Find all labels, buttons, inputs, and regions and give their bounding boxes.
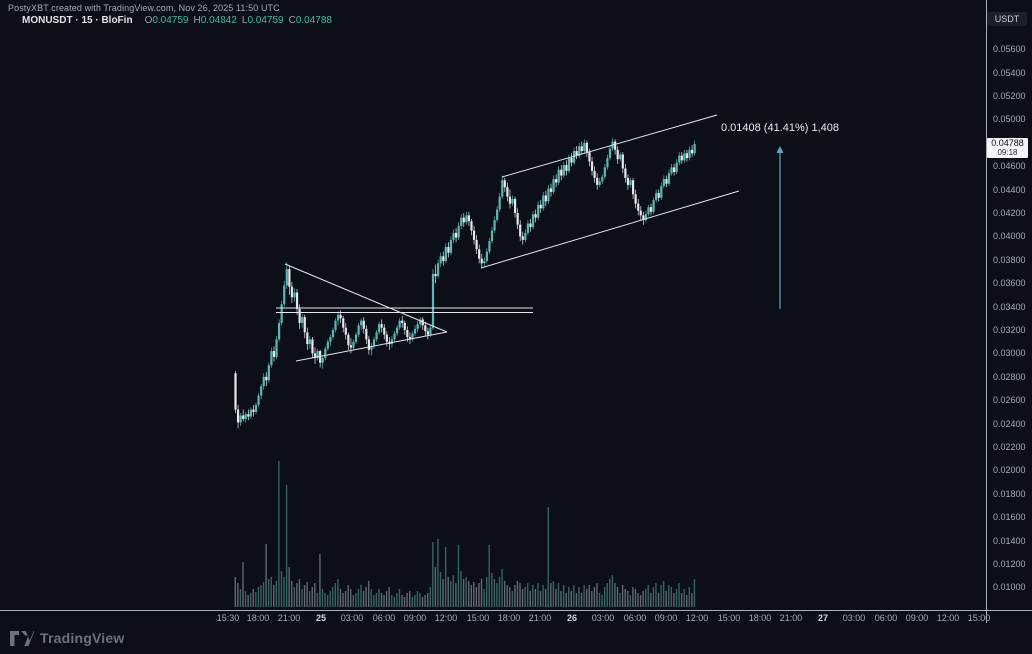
price-tick-label: 0.01800 (993, 488, 1026, 499)
price-tick-label: 0.02400 (993, 418, 1026, 429)
symbol-legend[interactable]: MONUSDT · 15 · BloFin O0.04759 H0.04842 L0.… (22, 15, 332, 26)
time-tick-label: 06:00 (372, 613, 396, 623)
price-tick-label: 0.01200 (993, 559, 1026, 569)
price-tick-label: 0.05400 (993, 67, 1026, 78)
time-tick-label: 26 (566, 613, 578, 623)
channel-upper (501, 114, 718, 178)
measure-label: 0.01408 (41.41%) 1,408 (720, 122, 840, 134)
current-price-label: 0.04788 09:18 (987, 138, 1028, 158)
bar-countdown: 09:18 (997, 148, 1018, 157)
triangle-lower (295, 331, 448, 362)
volume-layer (234, 461, 696, 607)
price-tick-label: 0.04200 (993, 208, 1026, 218)
time-tick-label: 06:00 (874, 613, 898, 623)
time-tick-label: 09:00 (403, 613, 427, 623)
price-tick-label: 0.02000 (993, 465, 1026, 476)
close-label: C (288, 15, 296, 26)
low-value: 0.04759 (247, 15, 284, 26)
time-tick-label: 09:00 (654, 613, 678, 623)
time-tick-label: 12:00 (685, 613, 709, 623)
price-tick-label: 0.03000 (993, 348, 1026, 359)
drawing-trendlines[interactable] (276, 114, 740, 362)
time-tick-label: 21:00 (528, 613, 552, 623)
time-tick-label: 21:00 (779, 613, 803, 623)
price-tick-label: 0.04600 (993, 161, 1026, 172)
time-tick-label: 15:00 (967, 613, 991, 623)
low-label: L (241, 15, 248, 26)
time-tick-label: 12:00 (936, 613, 960, 623)
candles-layer (234, 138, 696, 429)
open-label: O (144, 15, 153, 26)
price-tick-label: 0.03800 (993, 254, 1026, 265)
time-tick-label: 21:00 (277, 613, 301, 623)
price-range-arrow[interactable] (776, 146, 784, 309)
price-tick-label: 0.05000 (993, 114, 1026, 125)
price-tick-label: 0.01400 (993, 535, 1026, 546)
price-scale[interactable]: 0.05600 0.05400 0.05200 0.05000 0.04600 0.044… (987, 0, 1032, 610)
time-tick-label: 18:00 (497, 613, 521, 623)
time-tick-label: 18:00 (246, 613, 270, 623)
time-tick-label: 25 (315, 613, 327, 623)
currency-label[interactable]: USDT (987, 12, 1027, 26)
price-tick-label: 0.01600 (993, 512, 1026, 523)
time-tick-label: 15:30 (216, 613, 240, 623)
price-tick-label: 0.03200 (993, 325, 1026, 335)
close-value: 0.04788 (295, 15, 332, 26)
time-tick-label: 03:00 (842, 613, 866, 623)
attribution-text: PostyXBT created with TradingView.com, N… (8, 3, 280, 13)
time-tick-label: 27 (817, 613, 829, 623)
price-tick-label: 0.04400 (993, 184, 1026, 195)
time-tick-label: 12:00 (434, 613, 458, 623)
time-tick-label: 03:00 (591, 613, 615, 623)
tradingview-logo[interactable]: TradingView (10, 630, 124, 646)
time-tick-label: 15:00 (466, 613, 490, 623)
tradingview-wordmark: TradingView (40, 630, 125, 646)
price-tick-label: 0.05600 (993, 44, 1026, 55)
price-tick-label: 0.03400 (993, 301, 1026, 312)
time-tick-label: 09:00 (905, 613, 929, 623)
time-tick-label: 06:00 (623, 613, 647, 623)
price-tick-label: 0.04000 (993, 231, 1026, 242)
time-tick-label: 03:00 (340, 613, 364, 623)
price-tick-label: 0.05200 (993, 91, 1026, 101)
time-scale[interactable]: 15:30 18:00 21:00 25 03:00 06:00 09:00 12:00 15:… (0, 611, 1032, 625)
arrow-head-icon (776, 146, 784, 153)
tradingview-logo-icon (10, 630, 34, 646)
channel-lower (480, 190, 740, 269)
price-tick-label: 0.02800 (993, 371, 1026, 382)
high-label: H (193, 15, 201, 26)
triangle-upper (284, 263, 448, 333)
current-price-value: 0.04788 (991, 138, 1024, 148)
time-tick-label: 18:00 (748, 613, 772, 623)
high-value: 0.04842 (200, 15, 237, 26)
price-tick-label: 0.02600 (993, 395, 1026, 406)
time-tick-label: 15:00 (717, 613, 741, 623)
price-tick-label: 0.01000 (993, 582, 1026, 593)
symbol-title[interactable]: MONUSDT · 15 · BloFin (22, 15, 133, 26)
price-tick-label: 0.03600 (993, 278, 1026, 289)
price-axis-border (986, 0, 987, 623)
price-tick-label: 0.02200 (993, 442, 1026, 452)
open-value: 0.04759 (152, 15, 189, 26)
time-axis-border (0, 610, 1032, 611)
